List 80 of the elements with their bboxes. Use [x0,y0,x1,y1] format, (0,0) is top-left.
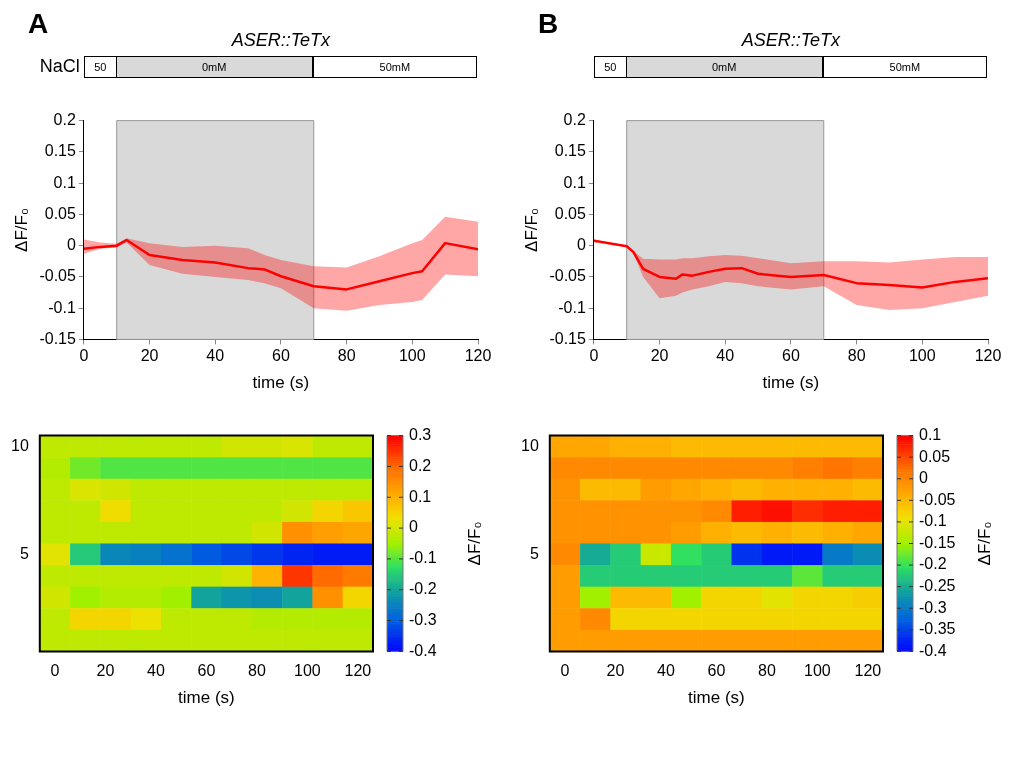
color-bar-label: -0.3 [409,610,437,628]
y-tick-label: 10 [521,436,539,454]
color-bar-label: -0.3 [919,598,947,616]
chart-title: ASER::TeTx [230,30,332,51]
x-tick-label: 40 [657,662,675,680]
x-tick-label: 100 [804,662,831,680]
color-bar-label: 0.2 [409,456,432,474]
color-bar-label: -0.25 [919,577,956,595]
y-tick-label: 0.15 [554,142,586,160]
x-tick-label: 0 [589,347,599,365]
color-bar-label: -0.15 [919,533,956,551]
x-tick-label: 120 [854,662,882,680]
x-tick-label: 100 [398,347,426,365]
x-tick-label: 40 [716,347,735,365]
color-bar-label: -0.05 [919,490,956,508]
x-tick-label: 100 [294,662,321,680]
y-tick-label: 0.2 [563,111,586,129]
y-tick-label: -0.05 [39,267,76,285]
x-axis-title: time (s) [762,373,820,393]
chart-title: ASER::TeTx [740,30,842,51]
stimulus-schedule: 50 0mM 50mM [593,56,988,78]
y-tick-label: -0.1 [558,298,586,316]
x-tick-label: 20 [606,662,625,680]
text: A [28,8,49,40]
x-tick-label: 0 [79,347,89,365]
x-tick-label: 40 [206,347,225,365]
x-tick-label: 80 [337,347,356,365]
y-tick-label: 0.1 [53,173,76,191]
color-bar-label: 0.1 [919,426,942,444]
y-tick-label: 0 [66,236,76,254]
y-tick-label: 5 [19,544,29,562]
x-tick-label: 120 [974,347,1002,365]
stimulus-schedule: 50 0mM 50mM [83,56,478,78]
x-tick-label: 120 [344,662,372,680]
x-axis-title: time (s) [178,688,235,708]
y-tick-label: 10 [11,436,29,454]
text: NaCl [39,56,80,77]
color-bar-label: 0.1 [409,487,432,505]
y-tick-label: -0.15 [549,329,586,347]
y-tick-label: 5 [529,544,539,562]
y-axis-title: ΔF/F₀ [521,208,541,252]
y-tick-label: -0.1 [48,298,76,316]
x-tick-label: 80 [247,662,266,680]
color-bar-label: 0.05 [919,447,951,465]
y-tick-label: 0.05 [44,204,76,222]
x-tick-label: 80 [847,347,866,365]
x-tick-label: 20 [140,347,159,365]
y-tick-label: 0.2 [53,111,76,129]
x-tick-label: 60 [707,662,726,680]
y-tick-label: 0.1 [563,173,586,191]
y-tick-label: -0.05 [549,267,586,285]
x-axis-title: time (s) [252,373,310,393]
y-tick-label: -0.15 [39,329,76,347]
color-bar-label: -0.35 [919,620,956,638]
y-tick-label: 0.15 [44,142,76,160]
color-bar-label: 0.3 [409,426,432,444]
x-tick-label: 80 [757,662,776,680]
color-bar-label: 0 [919,469,928,487]
x-tick-label: 20 [650,347,669,365]
x-tick-label: 120 [464,347,492,365]
y-tick-label: 0 [576,236,586,254]
x-tick-label: 60 [197,662,216,680]
text: B [538,8,559,40]
color-bar-label: -0.2 [409,580,437,598]
x-tick-label: 60 [272,347,290,365]
y-axis-title: ΔF/F₀ [11,208,31,252]
x-tick-label: 60 [782,347,800,365]
y-tick-label: 0.05 [554,204,586,222]
color-bar-title: ΔF/F₀ [464,521,484,566]
x-tick-label: 40 [147,662,165,680]
color-bar-label: -0.1 [409,549,437,567]
color-bar-label: -0.4 [409,641,437,659]
color-bar-label: -0.1 [919,512,947,530]
x-tick-label: 100 [908,347,936,365]
color-bar-title: ΔF/F₀ [974,521,994,566]
x-axis-title: time (s) [688,688,745,708]
color-bar-label: -0.2 [919,555,947,573]
color-bar-label: 0 [409,518,418,536]
x-tick-label: 20 [96,662,115,680]
color-bar-label: -0.4 [919,641,947,659]
